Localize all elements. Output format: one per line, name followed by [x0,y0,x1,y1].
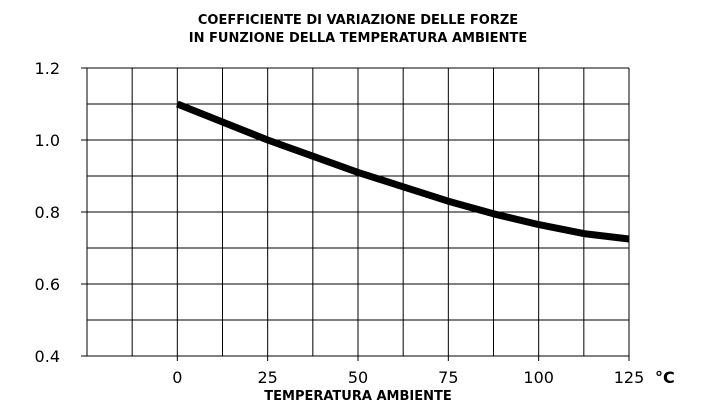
y-tick-label: 1.2 [35,59,60,78]
line-series [176,100,630,243]
x-tick-label: 75 [438,368,458,387]
x-tick-label: 25 [257,368,277,387]
x-axis-label: TEMPERATURA AMBIENTE [264,389,451,404]
x-tick-label: 0 [172,368,182,387]
chart-title: IN FUNZIONE DELLA TEMPERATURA AMBIENTE [189,31,527,46]
y-tick-label: 0.6 [35,275,60,294]
x-tick-label: 125 [614,368,645,387]
x-unit: °C [655,368,675,387]
y-tick-label: 0.4 [35,347,60,366]
y-tick-label: 0.8 [35,203,60,222]
x-tick-label: 100 [523,368,554,387]
chart-title: COEFFICIENTE DI VARIAZIONE DELLE FORZE [198,13,518,28]
y-tick-label: 1.0 [35,131,60,150]
x-tick-label: 50 [348,368,368,387]
